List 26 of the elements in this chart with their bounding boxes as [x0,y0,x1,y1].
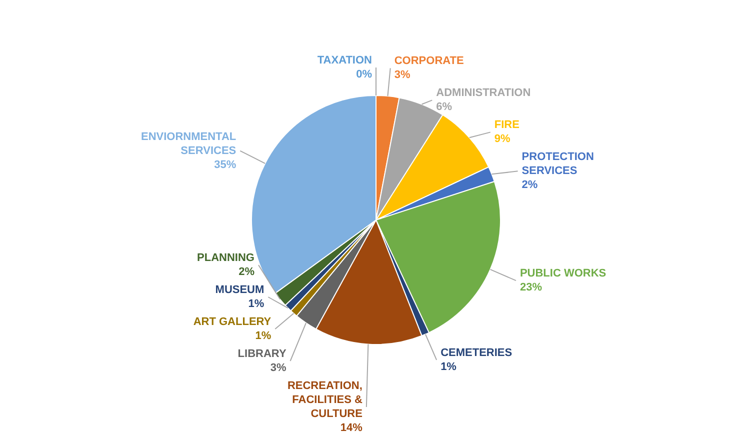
slice-label: CORPORATE [394,55,464,68]
data-label: 35% [214,158,236,171]
slice-label: LIBRARY [238,348,287,360]
data-label: 23% [520,282,542,294]
slice-label: PLANNING [197,252,254,264]
slice-label: MUSEUM [215,284,264,296]
text: 0% [356,68,372,81]
slice-label: PROTECTION SERVICES [522,151,594,178]
slice-label: FIRE [494,119,520,132]
data-label: 1% [255,330,272,342]
data-label: 1% [440,360,457,373]
data-label: 2% [522,179,538,192]
data-label: 14% [340,422,363,434]
data-label: 9% [494,133,511,146]
slice-label: CEMETERIES [440,346,512,359]
data-label: 6% [436,101,452,114]
data-label: 3% [270,362,286,374]
data-label: 2% [238,266,255,278]
slice-label: RECREATION, FACILITIES & CULTURE [287,380,362,420]
data-label: 3% [394,69,410,82]
category-label: TAXATION [317,54,372,67]
data-label: 1% [248,298,264,310]
slice-label: ENVIORNMENTAL SERVICES [140,130,236,157]
slice-label: ADMINISTRATION [436,87,531,100]
slice-label: ART GALLERY [193,316,272,328]
slice-label: PUBLIC WORKS [520,268,606,280]
